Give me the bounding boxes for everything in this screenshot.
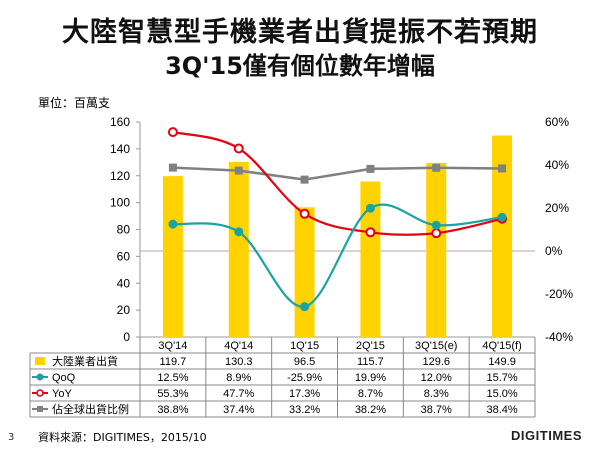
table-value: 19.9% [355,372,386,384]
table-value: -25.9% [287,372,322,384]
left-axis-label: 40 [117,276,131,290]
qoq-marker [365,203,375,213]
table-value: 8.7% [358,388,383,400]
brand-logo: DIGITIMES [511,428,582,443]
yoy-marker [365,227,376,238]
unit-label: 單位：百萬支 [38,96,111,110]
bar-shipment [426,162,447,337]
right-axis-label: 60% [545,115,569,129]
table-value: 38.8% [157,404,188,416]
page-number: 3 [8,432,15,443]
table-value: 8.9% [226,372,251,384]
bar-shipment [228,161,249,337]
share-marker [234,166,243,175]
table-value: 47.7% [223,388,254,400]
left-axis-label: 100 [110,196,130,210]
table-value: 129.6 [422,356,450,368]
table-series-name: QoQ [52,372,76,384]
table-value: 130.3 [225,356,253,368]
x-axis-category: 3Q'14 [158,340,187,352]
table-series-name: 佔全球出貨比例 [52,402,129,416]
table-value: 15.0% [486,388,517,400]
yoy-marker [431,228,442,239]
bar-shipment [360,181,381,337]
share-marker [432,163,441,172]
qoq-marker [497,212,507,222]
right-axis-label: 20% [545,201,569,215]
table-value: 8.3% [424,388,449,400]
table-value: 115.7 [357,356,384,368]
yoy-line [172,131,503,236]
table-series-name: 大陸業者出貨 [52,354,118,368]
table-value: 96.5 [294,356,315,368]
legend-key-yoy [36,389,44,397]
bar-shipment [162,176,183,337]
left-axis-label: 0 [123,330,130,344]
table-value: 12.0% [421,372,452,384]
legend-key-shipment [35,357,45,365]
bar-shipment [294,207,315,337]
left-axis-label: 80 [117,223,131,237]
qoq-marker [234,227,244,237]
share-marker [498,164,507,173]
right-axis-label: -20% [545,287,573,301]
table-value: 55.3% [157,388,188,400]
right-axis-label: 0% [545,244,563,258]
share-marker [366,164,375,173]
x-axis-category: 1Q'15 [290,340,319,352]
share-line [172,166,503,181]
right-axis-label: 40% [545,158,569,172]
yoy-marker [233,143,244,154]
left-axis-label: 60 [117,249,131,263]
table-value: 149.9 [488,356,516,368]
yoy-marker [299,208,310,219]
x-axis-category: 3Q'15(e) [415,340,457,352]
source-note: 資料來源：DIGITIMES，2015/10 [38,431,207,444]
legend-key-share [37,406,43,412]
left-axis-label: 140 [110,142,130,156]
table-value: 33.2% [289,404,320,416]
legend-key-qoq [36,373,44,381]
x-axis-category: 4Q'14 [224,340,253,352]
table-value: 38.2% [355,404,386,416]
share-marker [168,163,177,172]
table-value: 38.4% [486,404,517,416]
qoq-line [172,203,503,308]
table-value: 119.7 [160,356,187,368]
left-axis-label: 20 [117,303,131,317]
left-axis-label: 160 [110,115,130,129]
qoq-marker [168,219,178,229]
yoy-marker [167,127,178,138]
table-value: 37.4% [223,404,254,416]
table-value: 38.7% [421,404,452,416]
qoq-marker [431,220,441,230]
table-value: 15.7% [486,372,517,384]
chart-subtitle: 3Q'15僅有個位數年增幅 [165,52,435,80]
share-marker [300,175,309,184]
x-axis-category: 4Q'15(f) [482,340,521,352]
chart-title: 大陸智慧型手機業者出貨提振不若預期 [62,17,538,48]
qoq-marker [300,302,310,312]
table-value: 12.5% [157,372,188,384]
table-value: 17.3% [289,388,320,400]
right-axis-label: -40% [545,330,573,344]
table-series-name: YoY [52,388,72,400]
left-axis-label: 120 [110,169,130,183]
x-axis-category: 2Q'15 [356,340,385,352]
bar-shipment [492,135,513,337]
